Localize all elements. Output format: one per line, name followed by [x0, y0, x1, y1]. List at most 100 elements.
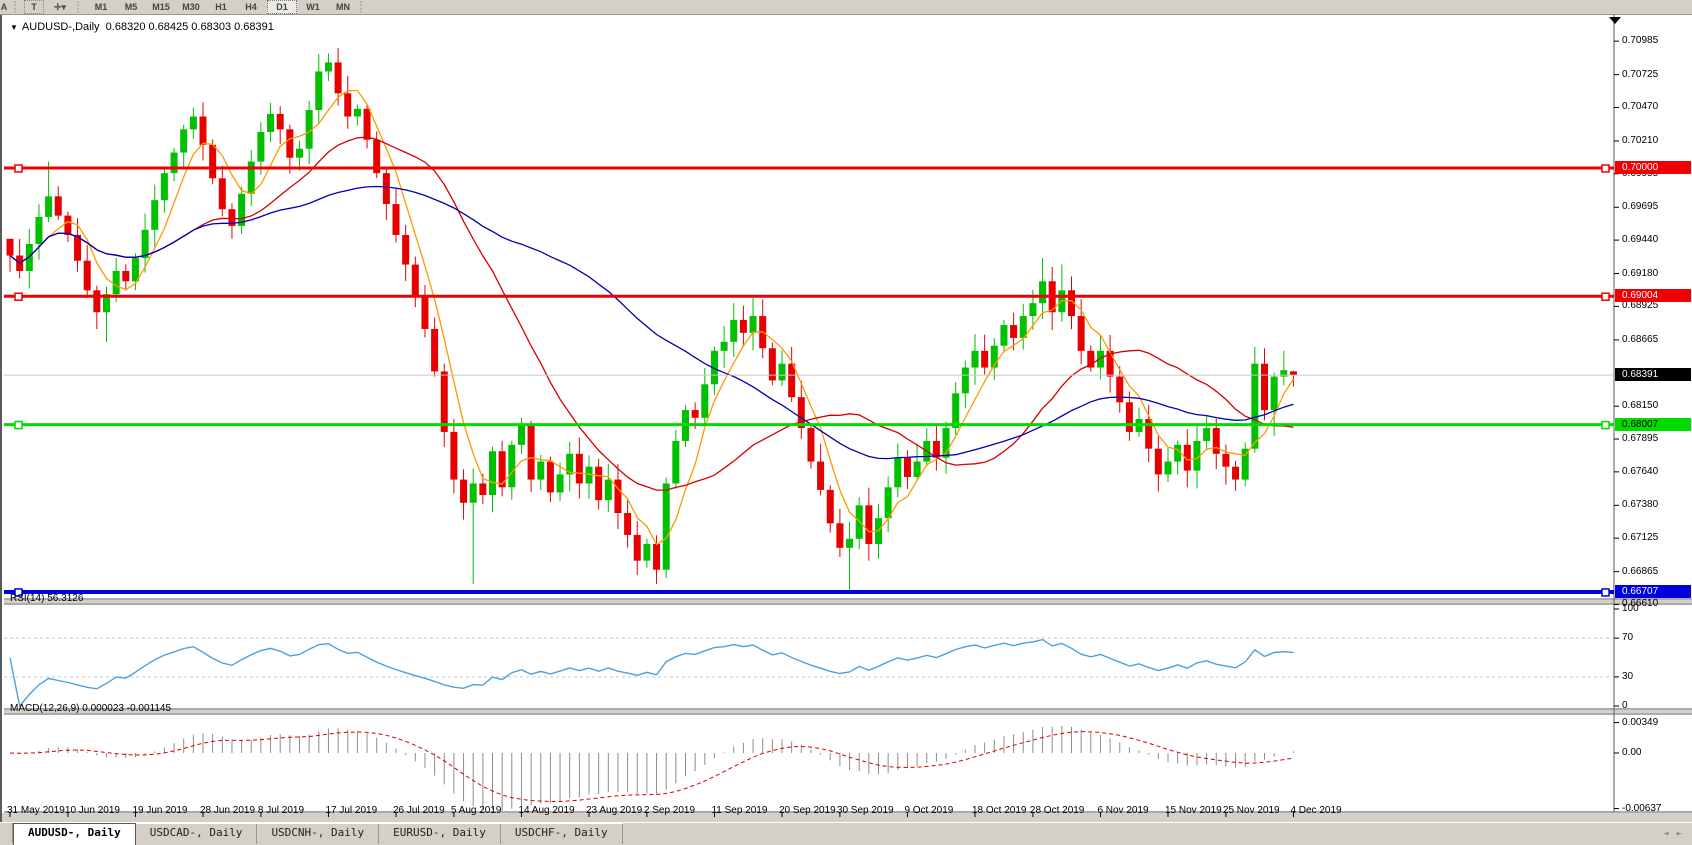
candle-body	[479, 483, 487, 496]
timeframe-button-m5[interactable]: M5	[124, 2, 138, 12]
tab-scroll-left-icon[interactable]: ◄	[1663, 829, 1669, 839]
candle-body	[614, 479, 622, 514]
price-axis-label: 0.67640	[1622, 465, 1659, 477]
line-handle[interactable]	[14, 292, 23, 301]
price-axis-label: 0.67895	[1622, 433, 1659, 445]
line-handle[interactable]	[14, 420, 23, 430]
date-axis-label: 5 Aug 2019	[450, 805, 502, 816]
candle-body	[527, 425, 535, 480]
candle-body	[35, 216, 43, 244]
line-handle[interactable]	[1601, 420, 1610, 430]
line-handle[interactable]	[1601, 292, 1610, 301]
candle-body	[160, 173, 168, 201]
timeframe-button-m15[interactable]: M15	[152, 2, 170, 12]
price-axis-label: 0.70210	[1622, 134, 1659, 146]
candle-body	[209, 144, 217, 179]
crosshair-icon: ✛	[53, 1, 62, 12]
legend-collapse-icon[interactable]: ▼	[10, 23, 18, 32]
candle-body	[942, 428, 950, 458]
tab-scroll-controls: ◄ ►	[1663, 829, 1682, 839]
candle-body	[508, 444, 516, 488]
partial-tool-button[interactable]: A	[0, 2, 8, 12]
candle-body	[546, 461, 554, 493]
candle-body	[1116, 376, 1124, 403]
timeframe-button-w1[interactable]: W1	[306, 2, 320, 12]
rsi-value: 56.3126	[47, 593, 84, 604]
chart-tab-bar: AUDUSD-, Daily USDCAD-, Daily USDCNH-, Dai…	[0, 822, 1692, 845]
chart-tab[interactable]: USDCHF-, Daily	[501, 824, 623, 844]
candle-body	[450, 431, 458, 480]
candle-body	[1193, 440, 1201, 471]
timeframe-button-m1[interactable]: M1	[94, 2, 108, 12]
candle-body	[1212, 428, 1220, 454]
tab-bar-spacer	[0, 823, 13, 843]
macd-pane	[9, 725, 1294, 811]
chart-tab[interactable]: EURUSD-, Daily	[379, 824, 501, 844]
timeframe-button-h4[interactable]: H4	[245, 2, 257, 12]
price-axis-label: 0.67125	[1622, 532, 1659, 544]
candle-body	[788, 363, 796, 398]
cursor-tool-button[interactable]: ✛ ▾	[46, 1, 74, 13]
chart-shift-marker-icon[interactable]	[1609, 17, 1621, 24]
tabs-holder: AUDUSD-, Daily USDCAD-, Daily USDCNH-, Dai…	[13, 823, 623, 845]
candle-body	[624, 513, 632, 535]
candle-body	[604, 479, 612, 501]
tab-scroll-right-icon[interactable]: ►	[1676, 829, 1682, 839]
chart-legend[interactable]: ▼ AUDUSD-,Daily 0.68320 0.68425 0.68303 0…	[10, 21, 274, 33]
candle-body	[797, 397, 805, 429]
pane-separator[interactable]	[4, 710, 1692, 713]
candle-body	[1000, 325, 1008, 346]
candle-body	[1145, 419, 1153, 449]
chart-tab[interactable]: USDCNH-, Daily	[257, 824, 380, 844]
chart-canvas[interactable]	[2, 15, 1692, 822]
price-axis-label: 0.68150	[1622, 400, 1659, 412]
candle-body	[112, 271, 120, 295]
candle-body	[1039, 281, 1047, 304]
chart-window: ▼ AUDUSD-,Daily 0.68320 0.68425 0.68303 0…	[0, 15, 1692, 822]
candle-body	[324, 62, 332, 72]
candle-body	[180, 129, 188, 153]
candle-body	[469, 483, 477, 503]
macd-name: MACD(12,26,9)	[10, 703, 80, 714]
line-handle[interactable]	[14, 164, 23, 173]
candle-body	[1280, 370, 1288, 377]
chart-tab[interactable]: USDCAD-, Daily	[136, 824, 258, 844]
line-handle[interactable]	[14, 588, 23, 597]
time-axis-strip	[2, 813, 1692, 822]
timeframe-button-m30[interactable]: M30	[182, 2, 200, 12]
candle-body	[826, 489, 834, 524]
line-handle[interactable]	[1601, 588, 1610, 597]
chart-tab-active[interactable]: AUDUSD-, Daily	[13, 823, 136, 845]
text-tool-button[interactable]: T	[24, 0, 44, 14]
candle-body	[865, 505, 873, 544]
candle-body	[1203, 428, 1211, 441]
price-axis-label: 0.70985	[1622, 35, 1659, 47]
date-axis-label: 14 Aug 2019	[518, 805, 575, 816]
timeframe-button-mn[interactable]: MN	[336, 2, 350, 12]
date-axis-label: 11 Sep 2019	[711, 805, 768, 816]
timeframe-button-h1[interactable]: H1	[215, 2, 227, 12]
candle-body	[170, 152, 178, 174]
candle-body	[662, 483, 670, 570]
date-axis-label: 6 Nov 2019	[1097, 805, 1149, 816]
pane-separator[interactable]	[4, 600, 1692, 603]
date-axis-label: 30 Sep 2019	[836, 805, 894, 816]
candle-body	[1241, 448, 1249, 480]
candle-body	[498, 451, 506, 488]
macd-values: 0.000023 -0.001145	[82, 703, 172, 714]
line-handle[interactable]	[1601, 164, 1610, 173]
candle-body	[122, 271, 130, 282]
timeframe-button-d1[interactable]: D1	[267, 0, 297, 14]
candle-body	[64, 215, 72, 235]
date-axis-label: 23 Aug 2019	[586, 805, 643, 816]
moving-average-45	[9, 185, 1294, 460]
rsi-indicator-label: RSI(14) 56.3126	[10, 593, 83, 604]
rsi-axis-label: 100	[1622, 603, 1639, 614]
candle-body	[1183, 444, 1191, 471]
rsi-pane	[4, 637, 1614, 708]
candle-body	[855, 505, 863, 539]
candle-body	[981, 350, 989, 368]
candle-body	[1029, 303, 1037, 317]
date-axis-label: 2 Sep 2019	[643, 805, 696, 816]
rsi-axis-label: 30	[1622, 670, 1634, 682]
